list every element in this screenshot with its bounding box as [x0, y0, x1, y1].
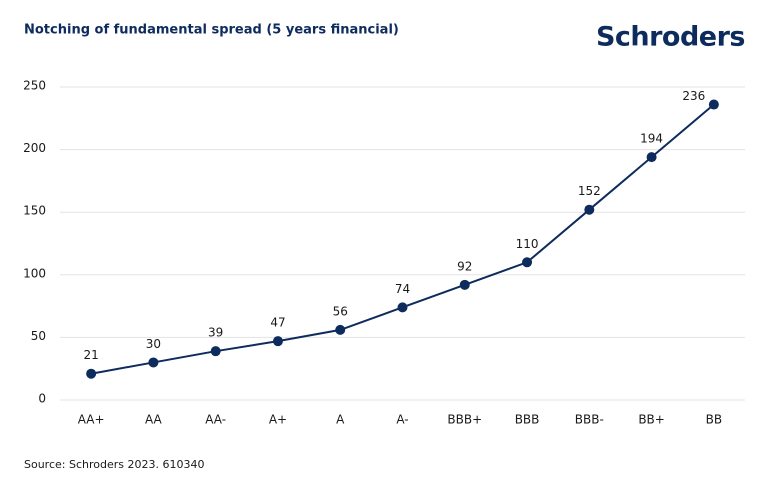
data-point	[522, 257, 533, 268]
y-tick-label: 150	[23, 204, 46, 218]
x-tick-label: AA+	[78, 413, 105, 427]
y-tick-label: 50	[31, 329, 46, 343]
x-tick-label: BBB-	[575, 413, 604, 427]
x-tick-label: AA-	[205, 413, 226, 427]
data-label: 74	[395, 282, 410, 296]
data-point	[397, 302, 408, 313]
data-line	[90, 103, 715, 375]
x-tick-label: A	[336, 413, 345, 427]
y-tick-label: 0	[38, 392, 46, 406]
x-tick-label: A-	[396, 413, 408, 427]
data-label: 110	[516, 237, 539, 251]
data-label: 47	[270, 316, 285, 330]
data-point	[335, 324, 346, 335]
x-tick-label: BB	[706, 413, 722, 427]
source-note: Source: Schroders 2023. 610340	[24, 458, 204, 471]
data-label: 236	[682, 89, 705, 103]
data-point	[584, 204, 595, 215]
data-label: 194	[640, 132, 663, 146]
x-tick-label: A+	[269, 413, 287, 427]
data-point	[148, 357, 159, 368]
x-tick-label: AA	[145, 413, 163, 427]
data-label: 56	[333, 304, 348, 318]
x-tick-label: BBB+	[447, 413, 482, 427]
chart-title: Notching of fundamental spread (5 years …	[24, 23, 399, 38]
data-point	[210, 346, 221, 357]
x-tick-label: BBB	[515, 413, 540, 427]
data-point	[86, 368, 97, 379]
data-point	[272, 336, 283, 347]
y-tick-label: 250	[23, 79, 46, 93]
data-label: 152	[578, 184, 601, 198]
x-tick-label: BB+	[638, 413, 665, 427]
data-label: 21	[83, 348, 98, 362]
data-label: 30	[146, 337, 161, 351]
data-label: 92	[457, 259, 472, 273]
data-label: 39	[208, 326, 223, 340]
data-point	[708, 99, 719, 110]
y-tick-label: 100	[23, 266, 46, 280]
logo: Schroders	[596, 22, 745, 53]
y-tick-label: 200	[23, 141, 46, 155]
data-point	[459, 279, 470, 290]
data-point	[646, 152, 657, 163]
